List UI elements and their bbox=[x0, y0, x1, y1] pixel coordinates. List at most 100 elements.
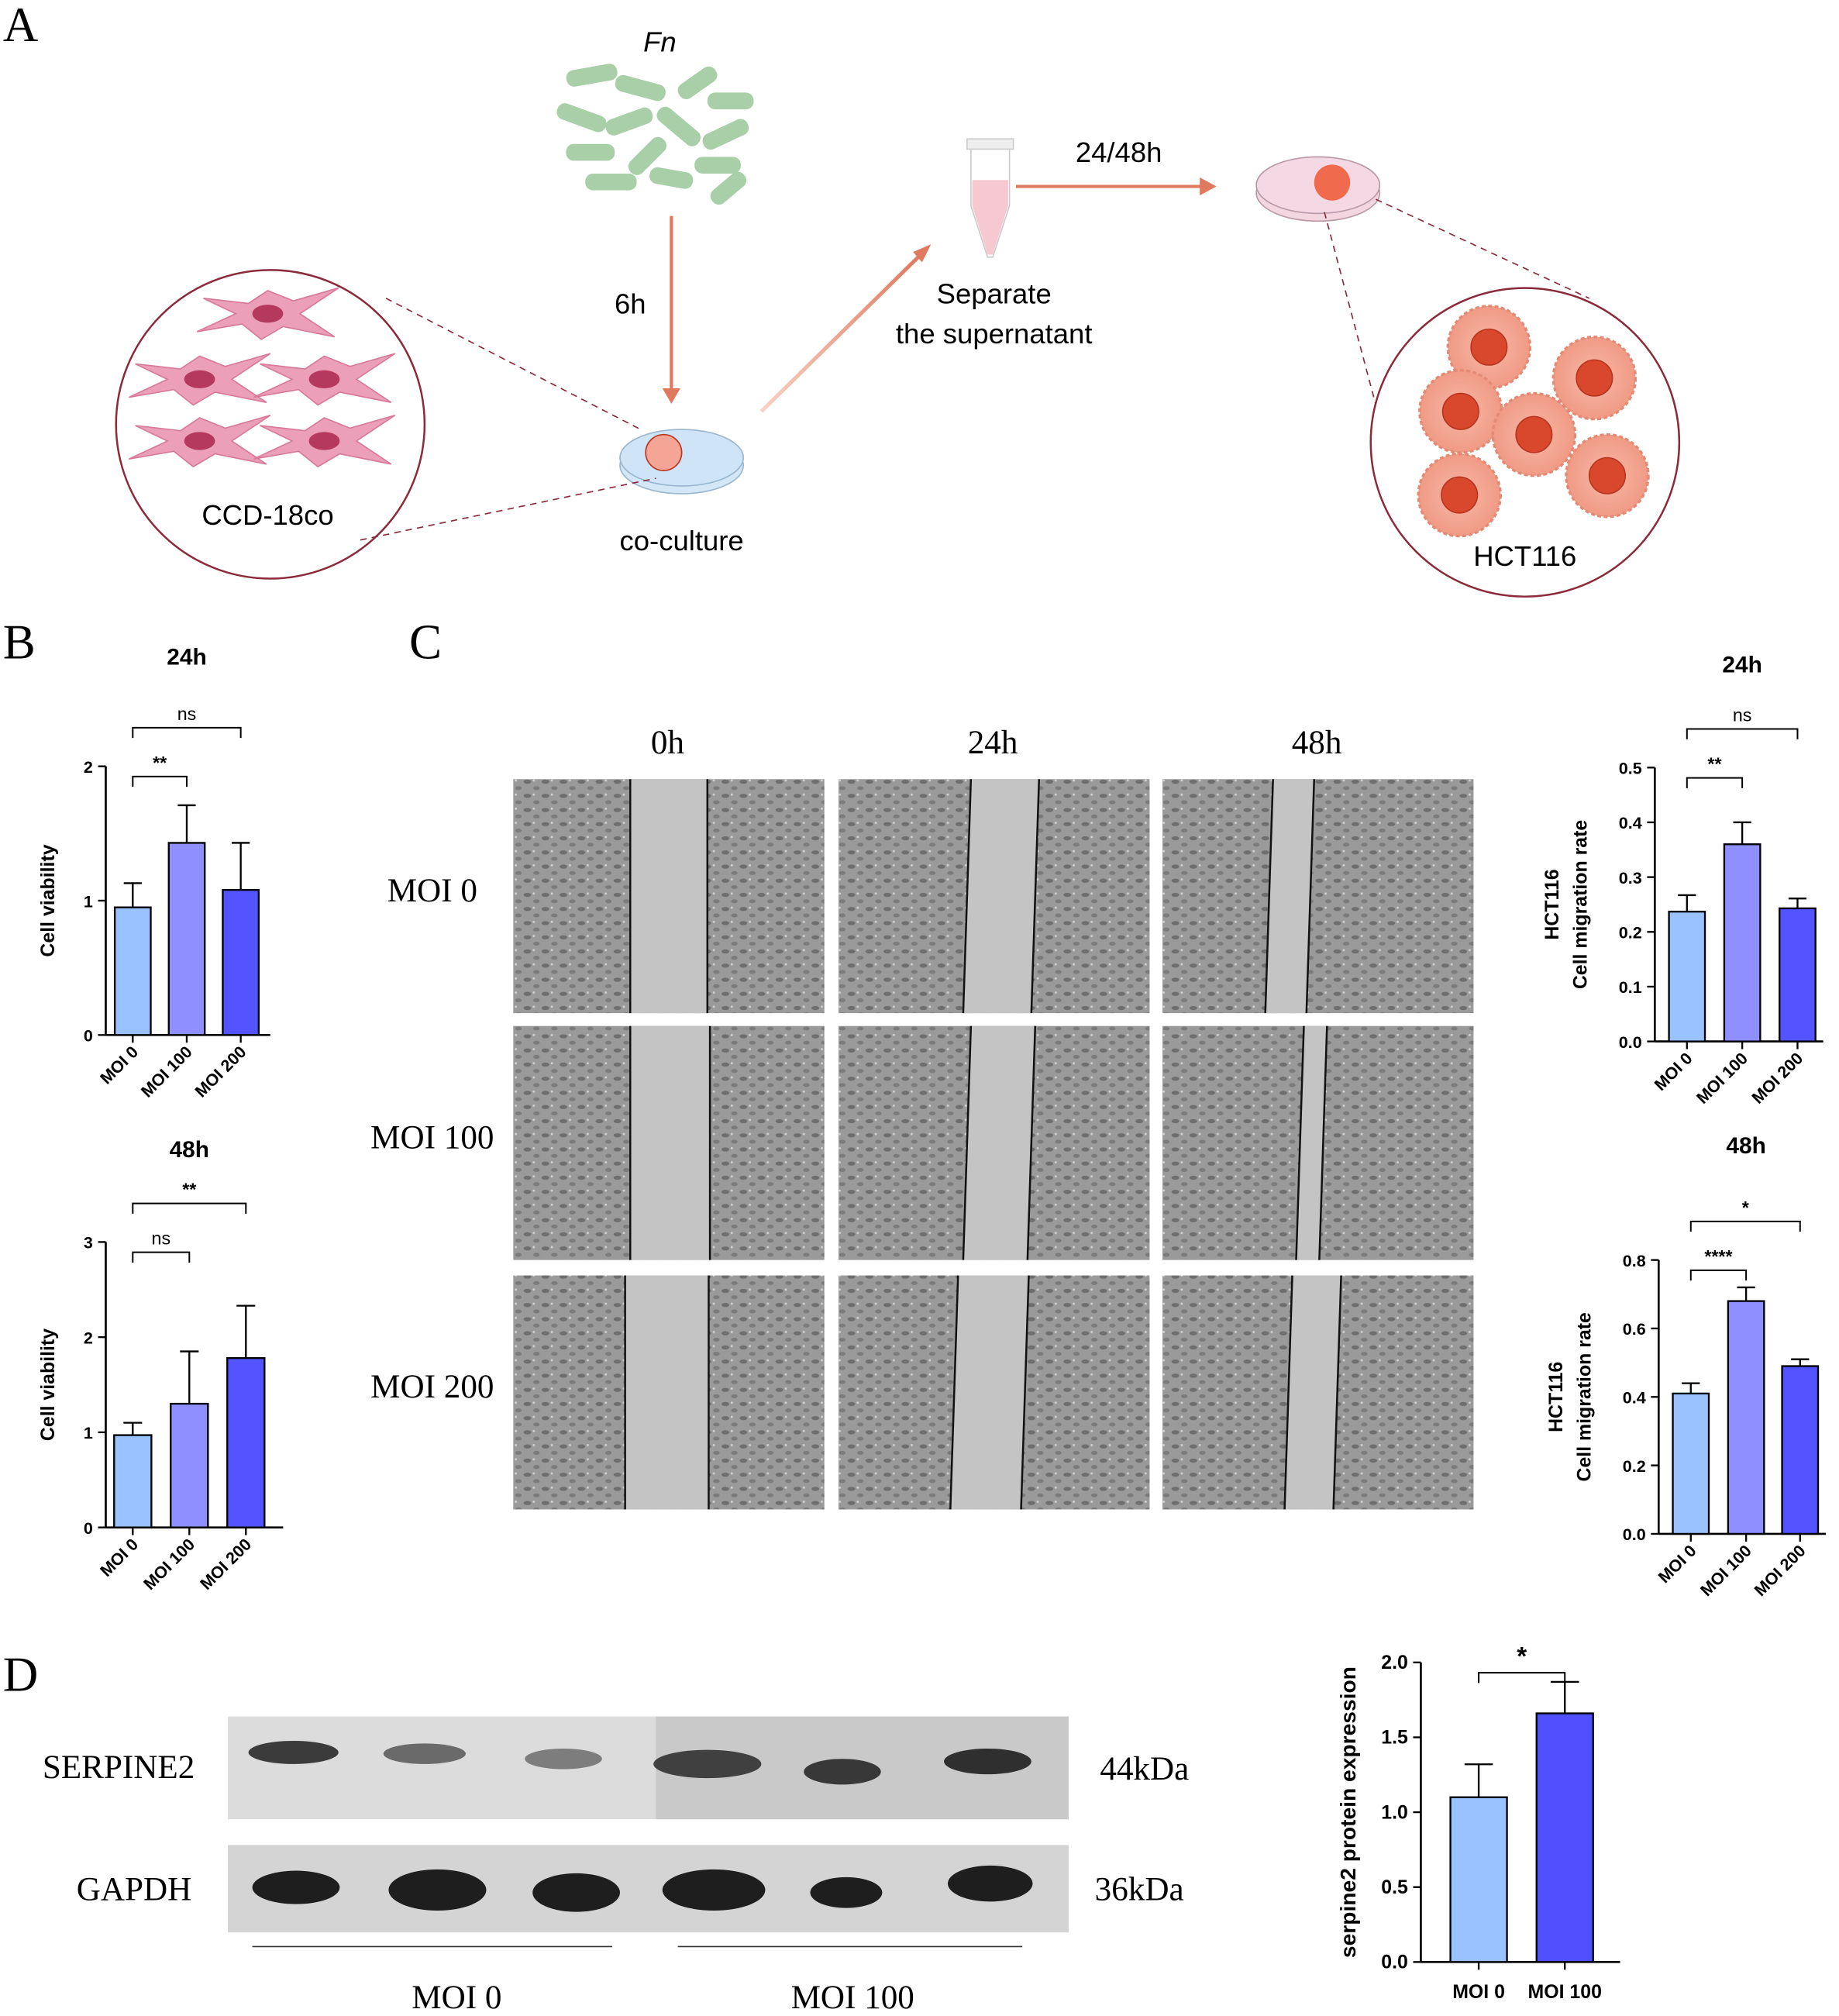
zoom-line bbox=[1324, 212, 1382, 425]
error-bar bbox=[1678, 894, 1696, 912]
y-tick-label: 0.2 bbox=[1619, 923, 1642, 943]
wound-gap bbox=[963, 1025, 1035, 1260]
y-tick-label: 0.4 bbox=[1619, 813, 1642, 832]
y-axis-label: HCT116 bbox=[1545, 1362, 1567, 1432]
bar bbox=[1672, 1392, 1710, 1535]
bar bbox=[1727, 1300, 1765, 1535]
group-label: MOI 0 bbox=[412, 1980, 501, 2016]
wound-edge bbox=[1264, 779, 1274, 1014]
chart-title: 24h bbox=[1722, 653, 1762, 678]
row-label: MOI 0 bbox=[387, 873, 477, 909]
significance-bracket bbox=[132, 1251, 191, 1263]
y-tick-label: 0.1 bbox=[1619, 977, 1642, 997]
y-tick-label: 0.0 bbox=[1623, 1525, 1646, 1544]
wound-edge bbox=[1283, 1275, 1293, 1510]
bar bbox=[222, 888, 260, 1036]
column-label: 24h bbox=[968, 725, 1018, 761]
significance-label: * bbox=[1742, 1198, 1750, 1218]
significance-bracket bbox=[132, 1202, 247, 1214]
y-tick-label: 0.3 bbox=[1619, 868, 1642, 887]
significance-bracket bbox=[1689, 1220, 1801, 1232]
bar bbox=[170, 1402, 209, 1528]
arrow-head bbox=[913, 244, 932, 263]
y-tick-label: 1 bbox=[84, 891, 93, 911]
significance-label: ns bbox=[1733, 705, 1752, 725]
error-bar bbox=[1791, 1358, 1810, 1366]
y-tick-label: 0.8 bbox=[1623, 1251, 1646, 1270]
significance-bracket bbox=[132, 726, 242, 739]
zoom-circle bbox=[115, 269, 426, 580]
x-tick-label: MOI 100 bbox=[1528, 1981, 1602, 2003]
step-label: the supernatant bbox=[896, 318, 1093, 350]
y-axis-label: Cell migration rate bbox=[1573, 1312, 1595, 1481]
bar bbox=[1668, 910, 1706, 1042]
x-tick-label: MOI 0 bbox=[1452, 1981, 1505, 2003]
row-label: MOI 100 bbox=[370, 1119, 494, 1156]
y-tick-label: 0 bbox=[84, 1026, 93, 1046]
y-tick-label: 0.0 bbox=[1381, 1952, 1408, 1973]
protein-label: SERPINE2 bbox=[43, 1749, 195, 1786]
bar bbox=[1723, 843, 1762, 1042]
zoom-line bbox=[385, 298, 644, 432]
error-bar bbox=[123, 882, 142, 908]
significance-label: ** bbox=[153, 753, 167, 773]
bacteria-label: Fn bbox=[643, 26, 677, 57]
error-bar bbox=[1788, 898, 1807, 908]
protein-label: GAPDH bbox=[77, 1872, 192, 1908]
column-label: 48h bbox=[1292, 725, 1342, 761]
panel-label: D bbox=[3, 1647, 39, 1701]
bacteria bbox=[556, 64, 754, 205]
dish-label: co-culture bbox=[620, 525, 744, 557]
y-tick-label: 2 bbox=[84, 1328, 93, 1347]
error-bar bbox=[232, 842, 250, 891]
wound-gap bbox=[1265, 779, 1314, 1014]
chart-title: 24h bbox=[167, 645, 206, 670]
panel-label: C bbox=[409, 615, 442, 669]
wound-gap bbox=[625, 1275, 709, 1510]
panel-label: A bbox=[3, 0, 39, 52]
chart-title: 48h bbox=[1726, 1133, 1765, 1159]
significance-label: ns bbox=[152, 1229, 171, 1249]
zoom-line bbox=[360, 477, 656, 541]
error-bar bbox=[180, 1350, 199, 1404]
bar bbox=[1535, 1712, 1594, 1963]
significance-bracket bbox=[1686, 728, 1799, 739]
size-label: 36kDa bbox=[1095, 1872, 1184, 1908]
scratch-image bbox=[1162, 779, 1474, 1014]
significance-bracket bbox=[132, 775, 188, 787]
tube bbox=[966, 138, 1014, 258]
bar bbox=[113, 906, 152, 1036]
y-axis-label: serpine2 protein expression bbox=[1335, 1666, 1360, 1958]
bar bbox=[1781, 1365, 1820, 1535]
y-tick-label: 0 bbox=[84, 1518, 93, 1538]
significance-label: ** bbox=[1707, 754, 1722, 774]
significance-bracket bbox=[1478, 1672, 1566, 1683]
significance-label: **** bbox=[1704, 1246, 1733, 1266]
wound-edge bbox=[1020, 1275, 1030, 1510]
scratch-grid: 0h 24h 48h MOI 0 MOI 100 MOI 200 bbox=[370, 725, 1474, 1510]
wound-edge bbox=[1295, 1025, 1305, 1260]
wound-gap bbox=[1296, 1025, 1328, 1260]
y-axis-label: Cell migration rate bbox=[1569, 820, 1591, 989]
y-tick-label: 2 bbox=[84, 757, 93, 777]
bar bbox=[1779, 907, 1817, 1042]
y-tick-label: 1.0 bbox=[1381, 1801, 1408, 1823]
wound-edge bbox=[1030, 779, 1041, 1014]
size-label: 44kDa bbox=[1100, 1751, 1189, 1787]
column-label: 0h bbox=[651, 725, 684, 761]
y-tick-label: 1.5 bbox=[1381, 1727, 1408, 1749]
error-bar bbox=[1733, 821, 1751, 845]
wound-edge bbox=[1026, 1025, 1037, 1260]
cell-label: CCD-18co bbox=[201, 499, 333, 531]
time-label: 6h bbox=[615, 288, 646, 320]
significance-label: * bbox=[1517, 1642, 1527, 1671]
error-bar bbox=[1682, 1382, 1700, 1394]
bar bbox=[226, 1356, 266, 1528]
y-tick-label: 0.0 bbox=[1619, 1032, 1642, 1052]
error-bar bbox=[1464, 1763, 1493, 1797]
chart-title: 48h bbox=[170, 1137, 209, 1163]
wound-edge bbox=[962, 1025, 973, 1260]
y-tick-label: 1 bbox=[84, 1423, 93, 1442]
wound-gap bbox=[630, 779, 708, 1014]
